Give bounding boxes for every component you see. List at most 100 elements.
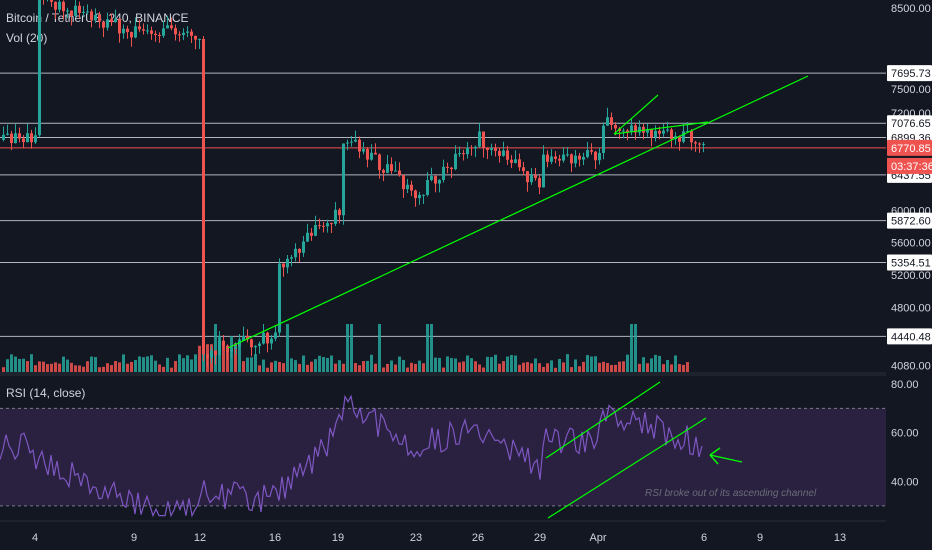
candle-body — [14, 133, 17, 144]
rsi-channel-lower — [547, 417, 707, 519]
candle-body — [322, 225, 325, 227]
volume-bar — [502, 361, 505, 372]
volume-bar — [270, 362, 273, 372]
candle-body — [206, 354, 209, 358]
volume-bar — [50, 363, 53, 372]
volume-bar — [94, 357, 97, 372]
volume-bar — [422, 363, 425, 372]
volume-bar — [150, 355, 153, 372]
candle-body — [170, 25, 173, 29]
candle-body — [126, 28, 129, 33]
volume-bar — [662, 364, 665, 372]
volume-bar — [578, 366, 581, 372]
candle-body — [670, 129, 673, 140]
candle-body — [142, 29, 145, 31]
volume-bar — [170, 367, 173, 372]
candle-body — [278, 263, 281, 333]
volume-bar — [642, 357, 645, 372]
candle-body — [338, 209, 341, 216]
candle-body — [134, 26, 137, 38]
volume-bar — [342, 363, 345, 372]
symbol-title[interactable]: Bitcoin / TetherUS, 240, BINANCE — [6, 11, 189, 25]
level-tag-label: 7695.73 — [891, 68, 931, 80]
candle-body — [250, 339, 253, 348]
volume-bar — [282, 363, 285, 372]
candle-body — [482, 131, 485, 148]
candle-body — [462, 153, 465, 155]
volume-bar — [234, 343, 237, 372]
rsi-tick-label: 60.00 — [891, 428, 919, 440]
volume-bar — [350, 324, 353, 372]
volume-bar — [18, 358, 21, 372]
volume-indicator-label[interactable]: Vol (20) — [6, 31, 48, 45]
candle-body — [418, 194, 421, 199]
volume-bar — [194, 354, 197, 372]
x-tick-label: 6 — [701, 532, 707, 544]
x-tick-label: 9 — [757, 532, 763, 544]
volume-bar — [346, 324, 349, 372]
volume-bar — [394, 364, 397, 372]
candle-body — [538, 178, 541, 188]
candle-body — [394, 170, 397, 172]
candle-body — [182, 32, 185, 36]
volume-bar — [398, 356, 401, 372]
candle-body — [90, 11, 93, 20]
volume-bar — [62, 356, 65, 372]
candle-body — [578, 155, 581, 160]
rsi-annotation: RSI broke out of its ascending channel — [645, 488, 817, 499]
volume-bar — [250, 357, 253, 372]
volume-bar — [30, 354, 33, 372]
candle-body — [474, 146, 477, 149]
candle-body — [130, 32, 133, 38]
x-tick-label: 16 — [269, 532, 281, 544]
rsi-line — [0, 394, 703, 518]
candle-body — [406, 184, 409, 190]
candle-body — [570, 154, 573, 164]
volume-bar — [430, 324, 433, 372]
candle-body — [442, 166, 445, 180]
volume-bar — [74, 365, 77, 372]
price-axis-bg — [886, 0, 932, 550]
price-tick-label: 4080.00 — [891, 361, 931, 373]
volume-bar — [126, 363, 129, 372]
candle-body — [162, 28, 165, 36]
candle-body — [518, 159, 521, 168]
candle-body — [574, 155, 577, 164]
candle-body — [34, 135, 37, 143]
candle-body — [298, 248, 301, 253]
candle-body — [286, 258, 289, 268]
rsi-indicator-label[interactable]: RSI (14, close) — [6, 386, 86, 400]
candle-body — [378, 154, 381, 171]
candle-body — [438, 179, 441, 184]
volume-bar — [498, 363, 501, 372]
x-tick-label: 23 — [410, 532, 422, 544]
volume-bar — [622, 361, 625, 372]
volume-bar — [654, 354, 657, 372]
x-tick-label: 19 — [332, 532, 344, 544]
volume-bar — [442, 367, 445, 372]
volume-bar — [518, 364, 521, 372]
volume-bar — [118, 362, 121, 372]
candle-body — [222, 340, 225, 346]
arrow-head-icon — [709, 447, 721, 465]
candle-body — [210, 350, 213, 358]
candle-body — [94, 14, 97, 20]
volume-bar — [630, 324, 633, 372]
candle-body — [566, 154, 569, 156]
candle-body — [662, 130, 665, 134]
volume-bar — [278, 361, 281, 372]
volume-bar — [542, 366, 545, 372]
candle-body — [374, 152, 377, 155]
volume-bar — [506, 356, 509, 372]
volume-bar — [326, 357, 329, 372]
volume-bar — [338, 360, 341, 372]
candle-body — [614, 124, 617, 129]
candle-body — [50, 0, 53, 2]
volume-bar — [554, 367, 557, 372]
volume-bar — [494, 354, 497, 372]
volume-bar — [58, 363, 61, 372]
candle-body — [78, 5, 81, 13]
volume-bar — [142, 357, 145, 372]
volume-bar — [418, 360, 421, 372]
